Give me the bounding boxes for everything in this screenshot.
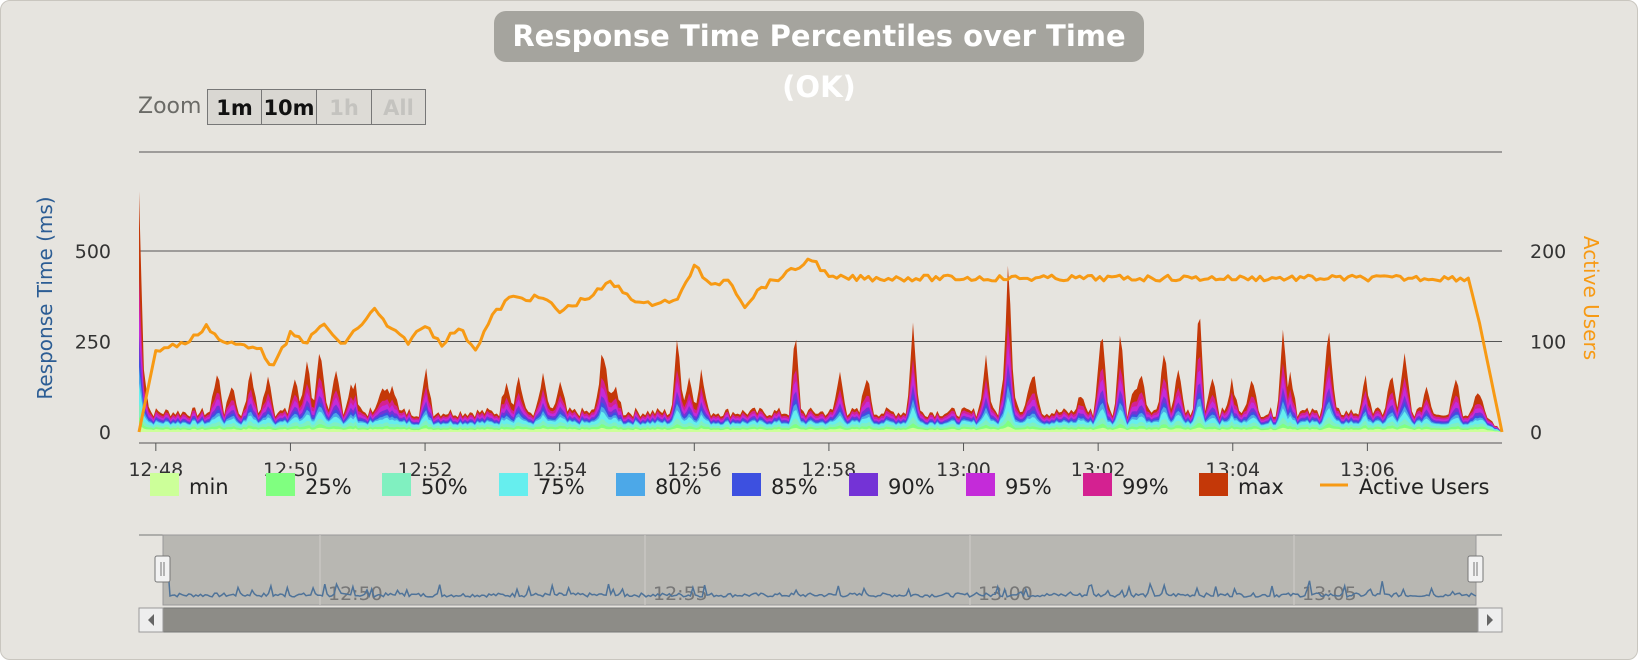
legend-label-99pct: 99%	[1122, 475, 1169, 499]
scrollbar-track[interactable]	[138, 607, 1503, 633]
y-left-axis-title: Response Time (ms)	[33, 196, 57, 399]
scroll-right-arrow-icon	[1487, 614, 1493, 626]
legend-label-95pct: 95%	[1005, 475, 1052, 499]
zoom-all-button: All	[371, 89, 426, 125]
series-area-95pct	[139, 306, 1502, 432]
y-right-tick-label: 200	[1530, 241, 1566, 263]
legend-label-min: min	[189, 475, 229, 499]
y-right-tick-label: 0	[1530, 422, 1542, 444]
legend-label-active-users: Active Users	[1359, 475, 1489, 499]
legend-swatch-75pct[interactable]	[499, 473, 528, 496]
series-area-75pct	[139, 383, 1502, 432]
legend-swatch-80pct[interactable]	[616, 473, 645, 496]
legend-swatch-25pct[interactable]	[266, 473, 295, 496]
chart-title: Response Time Percentiles over Time (OK)	[494, 11, 1144, 104]
legend-label-85pct: 85%	[771, 475, 818, 499]
legend-swatch-99pct[interactable]	[1083, 473, 1112, 496]
legend-label-50pct: 50%	[421, 475, 468, 499]
series-area-50pct	[139, 403, 1502, 432]
legend-swatch-95pct[interactable]	[966, 473, 995, 496]
legend-label-90pct: 90%	[888, 475, 935, 499]
legend-swatch-90pct[interactable]	[849, 473, 878, 496]
navigator-selection[interactable]	[162, 534, 1477, 606]
y-right-tick-label: 100	[1530, 332, 1566, 354]
y-left-tick-label: 500	[75, 241, 111, 263]
scroll-left-arrow-icon	[148, 614, 154, 626]
legend-label-80pct: 80%	[655, 475, 702, 499]
zoom-1m-button[interactable]: 1m	[207, 89, 262, 125]
navigator-left-handle[interactable]	[154, 555, 171, 583]
series-line-active-users	[137, 257, 1504, 433]
series-area-min	[139, 425, 1502, 432]
series-area-max	[139, 191, 1502, 432]
legend-swatch-min[interactable]	[150, 473, 179, 496]
navigator-series-line	[163, 562, 1477, 599]
y-left-tick-label: 0	[99, 422, 111, 444]
legend-label-25pct: 25%	[305, 475, 352, 499]
x-tick-label: 12:56	[667, 459, 722, 481]
legend-swatch-85pct[interactable]	[732, 473, 761, 496]
x-tick-label: 13:06	[1340, 459, 1395, 481]
legend-label-max: max	[1238, 475, 1284, 499]
y-right-axis-title: Active Users	[1579, 236, 1603, 360]
series-area-99pct	[139, 277, 1502, 432]
legend-swatch-max[interactable]	[1199, 473, 1228, 496]
legend-swatch-50pct[interactable]	[382, 473, 411, 496]
series-area-25pct	[139, 416, 1502, 432]
x-tick-label: 12:58	[802, 459, 857, 481]
zoom-1h-button: 1h	[316, 89, 372, 125]
legend-label-75pct: 75%	[538, 475, 585, 499]
zoom-label: Zoom	[138, 94, 202, 119]
x-tick-label: 12:54	[532, 459, 587, 481]
zoom-10m-button[interactable]: 10m	[261, 89, 317, 125]
navigator-tick-label: 13:00	[978, 583, 1033, 605]
navigator-right-handle[interactable]	[1467, 555, 1484, 583]
x-tick-label: 12:52	[398, 459, 453, 481]
y-left-tick-label: 250	[75, 332, 111, 354]
